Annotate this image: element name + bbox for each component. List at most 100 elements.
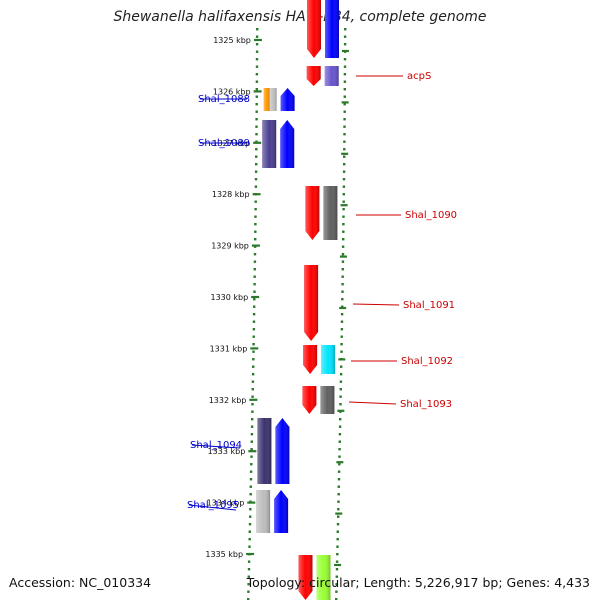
- ruler-dot: [247, 568, 251, 571]
- ruler-dot: [253, 260, 257, 263]
- outer-dot: [341, 253, 345, 256]
- outer-dot: [343, 110, 346, 113]
- gene-shal-1095-cog-box-shade: [256, 490, 271, 533]
- gene-shal-1089-label: Shal_1089: [198, 138, 250, 149]
- outer-dot: [340, 365, 343, 368]
- tick-label: 1332 kbp: [209, 396, 247, 405]
- ruler-dot: [255, 58, 259, 61]
- ruler-dot: [248, 530, 251, 533]
- gene-unlabeled-9-arrow-shade: [307, 0, 321, 58]
- ruler-dot: [248, 538, 251, 541]
- outer-dot: [338, 433, 342, 436]
- gene-shal-1094-label: Shal_1094: [190, 440, 242, 451]
- outer-dot: [341, 268, 344, 271]
- ruler-dot: [251, 410, 254, 413]
- outer-dot: [335, 590, 338, 593]
- outer-dot: [335, 583, 338, 586]
- ruler-dot: [249, 470, 253, 473]
- outer-dot: [336, 545, 339, 548]
- ruler-dot: [250, 448, 253, 451]
- ruler-dot: [255, 110, 258, 113]
- outer-dot: [336, 530, 339, 533]
- outer-dot: [342, 215, 345, 218]
- outer-dot: [343, 148, 346, 151]
- outer-dot: [341, 260, 345, 263]
- outer-dot: [340, 335, 343, 338]
- ruler-dot: [251, 403, 254, 406]
- ruler-dot: [247, 560, 251, 563]
- gene-shal-1095-arrow-shade: [274, 490, 289, 533]
- outer-dot: [335, 575, 338, 578]
- ruler-dot: [254, 215, 257, 218]
- outer-dot: [343, 103, 346, 106]
- gene-shal-1094-cog-box-shade: [257, 418, 272, 484]
- outer-dot: [343, 125, 346, 128]
- gene-shal-1093-label: Shal_1093: [400, 399, 452, 410]
- ruler-dot: [250, 440, 253, 443]
- gene-shal-1090-arrow-shade: [305, 186, 320, 240]
- ruler-dot: [252, 358, 255, 361]
- ruler-dot: [252, 343, 255, 346]
- ruler-dot: [254, 170, 258, 173]
- ruler-dot: [252, 365, 255, 368]
- gene-shal-1088-arrow-shade: [280, 88, 295, 111]
- outer-dot: [339, 380, 343, 383]
- ruler-dot: [255, 80, 259, 83]
- ruler-dot: [254, 238, 257, 241]
- ruler-dot: [254, 200, 257, 203]
- outer-dot: [342, 208, 345, 211]
- ruler-dot: [254, 230, 257, 233]
- outer-dot: [342, 230, 345, 233]
- outer-dot: [341, 290, 344, 293]
- ruler-dot: [249, 508, 252, 511]
- ruler-dot: [252, 328, 256, 331]
- outer-dot: [335, 598, 338, 600]
- ruler-dot: [255, 35, 259, 38]
- outer-dot: [342, 178, 346, 181]
- ruler-dot: [247, 575, 250, 578]
- ruler-dot: [255, 88, 258, 91]
- ruler-dot: [251, 418, 254, 421]
- outer-dot: [342, 238, 345, 241]
- outer-dot: [343, 65, 347, 68]
- gene-shal-1090-cog-box-shade: [323, 186, 338, 240]
- gene-features: [256, 0, 339, 600]
- outer-dot: [338, 455, 341, 458]
- ruler-dot: [254, 178, 258, 181]
- ruler-dot: [255, 103, 258, 106]
- outer-dot: [340, 343, 343, 346]
- outer-dot: [342, 193, 345, 196]
- outer-dot: [343, 133, 346, 136]
- ruler-dot: [254, 223, 257, 226]
- outer-dot: [335, 568, 339, 571]
- gene-acps-arrow-shade: [306, 66, 321, 86]
- ruler-dot: [250, 433, 254, 436]
- topology-text: Topology: circular; Length: 5,226,917 bp…: [246, 575, 590, 590]
- outer-dot: [343, 155, 346, 158]
- gene-acps-cog-box-shade: [324, 66, 339, 86]
- outer-dot: [341, 245, 345, 248]
- gene-shal-1091-label: Shal_1091: [403, 300, 455, 311]
- gene-shal-1093-arrow-shade: [302, 386, 317, 414]
- gene-shal-1089-cog-box-shade: [262, 120, 277, 168]
- outer-dot: [337, 478, 341, 481]
- ruler-dot: [249, 515, 252, 518]
- ruler-dot: [249, 478, 253, 481]
- outer-dot: [338, 448, 341, 451]
- gene-shal-1089-arrow-shade: [280, 120, 295, 168]
- ruler-dot: [253, 283, 256, 286]
- outer-dot: [337, 508, 340, 511]
- outer-dot: [343, 163, 346, 166]
- outer-dot: [342, 185, 346, 188]
- gene-shal-1091-label-leader: [352, 303, 400, 306]
- outer-dot: [343, 80, 347, 83]
- outer-dot: [340, 328, 344, 331]
- outer-dot: [343, 73, 347, 76]
- ruler-dot: [253, 305, 256, 308]
- ruler-dot: [255, 133, 258, 136]
- ruler-dot: [254, 208, 257, 211]
- tick-label: 1334 kbp: [207, 499, 245, 508]
- ruler-dot: [251, 395, 254, 398]
- outer-dot: [340, 320, 344, 323]
